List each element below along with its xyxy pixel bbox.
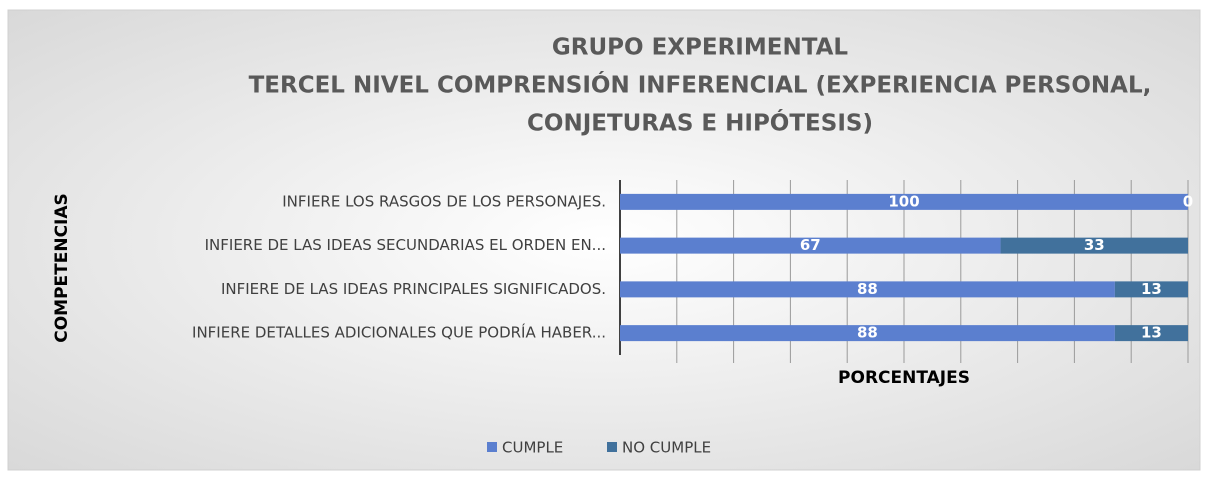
bar [620,237,1001,254]
data-label: 13 [1141,324,1162,342]
y-tick-label: INFIERE DE LAS IDEAS PRINCIPALES SIGNIFI… [221,280,606,298]
x-axis-title: PORCENTAJES [838,368,970,388]
y-tick-label: INFIERE LOS RASGOS DE LOS PERSONAJES. [282,192,606,210]
chart-title: GRUPO EXPERIMENTAL [552,35,849,61]
data-label: 88 [857,280,878,298]
data-label: 33 [1084,236,1105,254]
data-label: 0 [1183,192,1193,210]
bar [1114,281,1188,298]
bar [620,281,1115,298]
bar [620,325,1115,342]
data-label: 88 [857,324,878,342]
data-label: 100 [888,192,919,210]
y-tick-label: INFIERE DE LAS IDEAS SECUNDARIAS EL ORDE… [205,236,606,254]
data-label: 67 [800,236,821,254]
legend-label: CUMPLE [502,439,563,457]
data-label: 13 [1141,280,1162,298]
legend-swatch [607,442,617,452]
bar [1000,237,1188,254]
legend-label: NO CUMPLE [622,439,711,457]
y-tick-label: INFIERE DETALLES ADICIONALES QUE PODRÍA … [192,323,606,342]
chart-title: TERCEL NIVEL COMPRENSIÓN INFERENCIAL (EX… [249,71,1152,99]
legend-swatch [487,442,497,452]
bar [620,193,1188,210]
bar [1114,325,1188,342]
chart-title: CONJETURAS E HIPÓTESIS) [527,109,873,137]
y-axis-title: COMPETENCIAS [52,193,72,343]
